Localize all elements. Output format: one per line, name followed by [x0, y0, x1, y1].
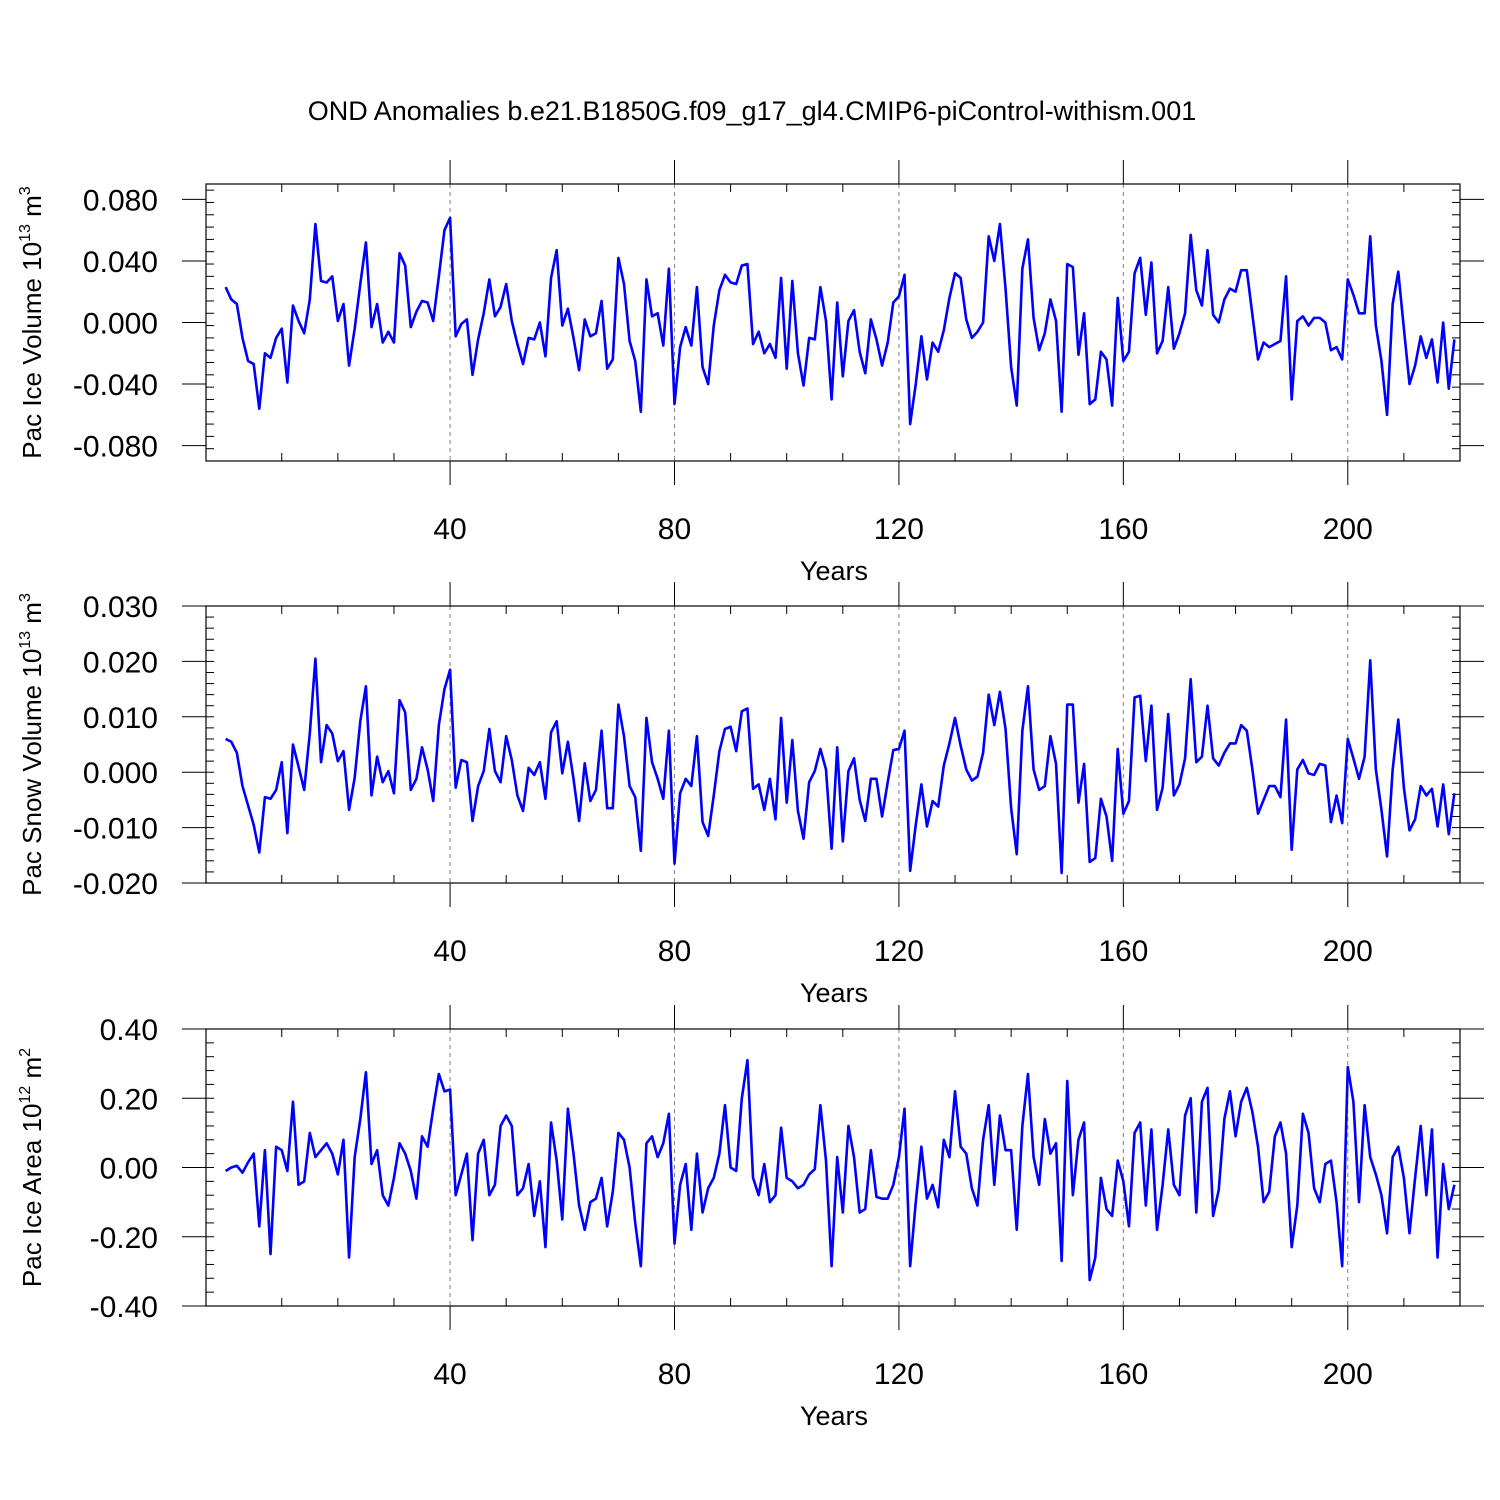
y-tick-label: 0.040 — [83, 246, 158, 279]
x-tick-label: 40 — [433, 513, 466, 546]
y-tick-label: 0.20 — [100, 1083, 158, 1116]
panel-1: 40 80 120 160 200 -0.080 -0.040 0.000 0.040 0.080… — [17, 160, 1484, 586]
y-tick-label: -0.080 — [73, 431, 158, 464]
series-line — [224, 1058, 1456, 1282]
series-line — [225, 657, 1456, 875]
x-tick-label: 160 — [1098, 1358, 1148, 1391]
x-tick-label: 80 — [658, 1358, 691, 1391]
x-tick-label: 160 — [1098, 935, 1148, 968]
x-axis-label: Years — [800, 978, 868, 1008]
x-tick-label: 80 — [658, 935, 691, 968]
x-tick-label: 120 — [874, 935, 924, 968]
x-tick-label: 120 — [874, 1358, 924, 1391]
x-tick-label: 80 — [658, 513, 691, 546]
x-tick-label: 40 — [433, 935, 466, 968]
y-tick-label: -0.20 — [90, 1222, 158, 1255]
y-tick-label: 0.000 — [83, 757, 158, 790]
plot-frame — [205, 1028, 1461, 1307]
plot-frame — [205, 605, 1461, 884]
x-axis-label: Years — [800, 556, 868, 586]
x-tick-label: 200 — [1323, 513, 1373, 546]
x-axis-label: Years — [800, 1401, 868, 1431]
y-tick-label: 0.40 — [100, 1014, 158, 1047]
panel-2: 40 80 120 160 200 -0.020 -0.010 0.000 0.010 0.020… — [17, 582, 1484, 1008]
y-tick-label: 0.020 — [83, 646, 158, 679]
y-axis-label: Pac Snow Volume 1013 m3 — [17, 593, 47, 896]
panel-3: 40 80 120 160 200 -0.40 -0.20 0.00 0.20 0.40 Years… — [17, 1005, 1484, 1431]
series-line — [224, 216, 1456, 426]
x-tick-label: 200 — [1323, 935, 1373, 968]
y-axis-label: Pac Ice Area 1012 m2 — [17, 1048, 47, 1287]
y-tick-label: -0.040 — [73, 369, 158, 402]
x-tick-label: 160 — [1098, 513, 1148, 546]
y-tick-label: 0.00 — [100, 1153, 158, 1186]
y-tick-label: -0.40 — [90, 1291, 158, 1324]
x-tick-label: 120 — [874, 513, 924, 546]
y-axis-label: Pac Ice Volume 1013 m3 — [17, 186, 47, 459]
y-tick-label: -0.020 — [73, 868, 158, 901]
y-tick-label: 0.000 — [83, 308, 158, 341]
y-tick-label: -0.010 — [73, 813, 158, 846]
y-tick-label: 0.080 — [83, 184, 158, 217]
y-tick-label: 0.010 — [83, 702, 158, 735]
x-tick-label: 200 — [1323, 1358, 1373, 1391]
plot-frame — [205, 183, 1461, 462]
y-tick-label: 0.030 — [83, 591, 158, 624]
figure-title: OND Anomalies b.e21.B1850G.f09_g17_gl4.C… — [308, 96, 1196, 126]
x-tick-label: 40 — [433, 1358, 466, 1391]
